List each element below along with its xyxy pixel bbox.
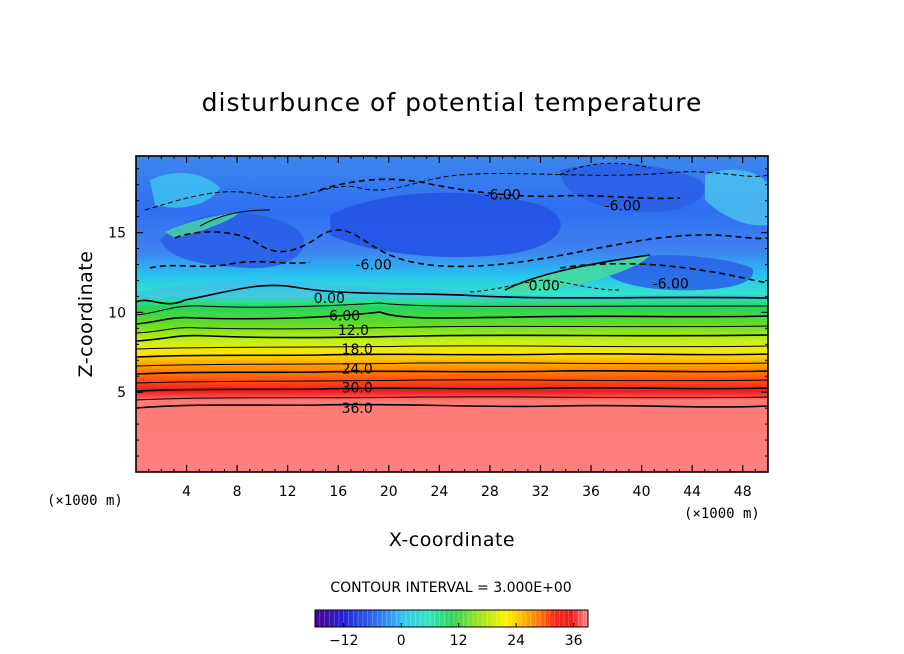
colorbar: −12 0 12 24 36 bbox=[314, 609, 589, 649]
x-tick-label: 28 bbox=[481, 484, 499, 500]
cold-core-center bbox=[330, 192, 561, 258]
x-tick-label: 16 bbox=[329, 484, 347, 500]
contour-interval-text: CONTOUR INTERVAL = 3.000E+00 bbox=[330, 580, 571, 596]
contour-label: -6.00 bbox=[484, 187, 520, 203]
contour-label: 18.0 bbox=[342, 342, 373, 358]
x-axis-unit: (×1000 m) bbox=[684, 506, 760, 522]
y-axis-unit: (×1000 m) bbox=[47, 493, 123, 509]
contour-field bbox=[136, 156, 768, 472]
contour-label: -6.00 bbox=[605, 198, 641, 214]
chart-title: disturbunce of potential temperature bbox=[202, 88, 703, 117]
x-tick-label: 8 bbox=[233, 484, 242, 500]
contour-label: -6.00 bbox=[356, 258, 392, 274]
contour-label: 12.0 bbox=[338, 323, 369, 339]
contour-label: 30.0 bbox=[342, 380, 373, 396]
x-tick-label: 44 bbox=[683, 484, 701, 500]
colorbar-frame bbox=[314, 609, 589, 628]
contour-label: 24.0 bbox=[342, 361, 373, 377]
y-axis-label: Z-coordinate bbox=[75, 251, 97, 378]
colorbar-tick-label: 36 bbox=[565, 633, 583, 649]
y-tick-label: 10 bbox=[108, 305, 126, 321]
contour-lines bbox=[136, 162, 768, 409]
x-tick-label: 12 bbox=[279, 484, 297, 500]
x-tick-label: 20 bbox=[380, 484, 398, 500]
contour-label: 6.00 bbox=[329, 309, 360, 325]
x-axis-label: X-coordinate bbox=[389, 529, 515, 551]
colorbar-ticks: −12 0 12 24 36 bbox=[329, 623, 583, 649]
cold-core-right bbox=[560, 163, 705, 213]
y-axis-ticks: 5 10 15 bbox=[108, 168, 768, 457]
colorbar-fill bbox=[315, 610, 588, 627]
y-tick-label: 5 bbox=[117, 385, 126, 401]
zero-band bbox=[136, 279, 768, 300]
colorbar-tick-label: 24 bbox=[507, 633, 525, 649]
x-tick-label: 40 bbox=[633, 484, 651, 500]
colorbar-tick-label: −12 bbox=[329, 633, 359, 649]
x-tick-label: 32 bbox=[532, 484, 550, 500]
colorbar-tick-label: 12 bbox=[450, 633, 468, 649]
contour-label: 0.00 bbox=[314, 291, 345, 307]
x-tick-label: 4 bbox=[182, 484, 191, 500]
x-tick-label: 36 bbox=[582, 484, 600, 500]
colorbar-tick-label: 0 bbox=[397, 633, 406, 649]
contour-label: 36.0 bbox=[342, 401, 373, 417]
contour-label: -6.00 bbox=[653, 277, 689, 293]
cyan-patch-left bbox=[150, 173, 220, 208]
y-tick-label: 15 bbox=[108, 226, 126, 242]
colorbar-stripes bbox=[319, 610, 584, 627]
cyan-patch-upper-right bbox=[705, 169, 768, 226]
x-tick-label: 48 bbox=[734, 484, 752, 500]
x-axis-ticks: 4 8 12 16 20 24 28 32 36 40 44 48 bbox=[148, 156, 756, 500]
contour-label: 0.00 bbox=[529, 278, 560, 294]
x-tick-label: 24 bbox=[430, 484, 448, 500]
